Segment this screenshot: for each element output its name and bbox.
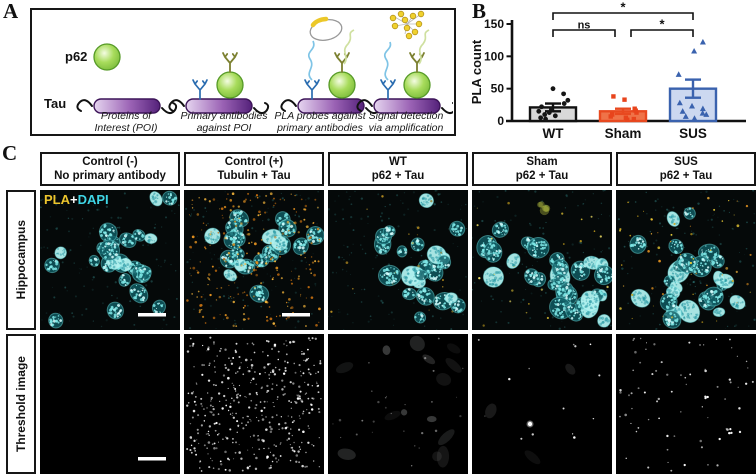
caption-primary-antibodies: Primary antibodies against POI — [180, 110, 268, 134]
caption-signal-detection: Signal detection via amplification — [368, 110, 444, 134]
svg-text:*: * — [659, 17, 665, 32]
column-header-sham: Sham p62 + Tau — [472, 152, 612, 186]
caption-pla-probes: PLA probes against primary antibodies — [274, 110, 366, 134]
micrograph-hippocampus-sus — [616, 190, 756, 330]
svg-text:ns: ns — [578, 20, 591, 32]
micrograph-threshold-sus — [616, 334, 756, 474]
svg-text:SUS: SUS — [679, 126, 707, 141]
svg-text:WT: WT — [543, 126, 565, 141]
micrograph-hippocampus-control-positive — [184, 190, 324, 330]
plus-sign: + — [70, 192, 78, 207]
svg-text:150: 150 — [484, 17, 504, 31]
svg-text:*: * — [620, 0, 626, 15]
micrograph-threshold-control-negative — [40, 334, 180, 474]
micrograph-hippocampus-sham — [472, 190, 612, 330]
column-header-control-negative: Control (-) No primary antibody — [40, 152, 180, 186]
column-header-sus: SUS p62 + Tau — [616, 152, 756, 186]
micrograph-threshold-sham — [472, 334, 612, 474]
channel-legend: PLA+DAPI — [44, 192, 109, 207]
row-label-threshold-image: Threshold image — [6, 334, 36, 474]
caption-poi: Proteins of Interest (POI) — [94, 110, 158, 134]
pla-method-schematic-box: p62 Tau Proteins of Interest (POI) Primar… — [30, 8, 456, 136]
micrograph-hippocampus-control-negative — [40, 190, 180, 330]
column-header-wt: WT p62 + Tau — [328, 152, 468, 186]
pla-channel-label: PLA — [44, 192, 70, 207]
svg-text:Sham: Sham — [605, 126, 642, 141]
svg-text:PLA count: PLA count — [469, 39, 484, 104]
panel-c-label: C — [2, 141, 18, 165]
svg-text:100: 100 — [484, 49, 504, 63]
row-label-hippocampus: Hippocampus — [6, 190, 36, 330]
svg-text:50: 50 — [491, 82, 505, 96]
tau-label: Tau — [44, 96, 67, 111]
svg-text:0: 0 — [497, 114, 504, 128]
pla-method-schematic — [76, 10, 453, 115]
dapi-channel-label: DAPI — [77, 192, 109, 207]
micrograph-threshold-wt — [328, 334, 468, 474]
panel-b-label: B — [472, 0, 487, 23]
p62-label: p62 — [65, 49, 88, 64]
panel-a-label: A — [3, 0, 19, 23]
micrograph-threshold-control-positive — [184, 334, 324, 474]
micrograph-hippocampus-wt — [328, 190, 468, 330]
column-header-control-positive: Control (+) Tubulin + Tau — [184, 152, 324, 186]
